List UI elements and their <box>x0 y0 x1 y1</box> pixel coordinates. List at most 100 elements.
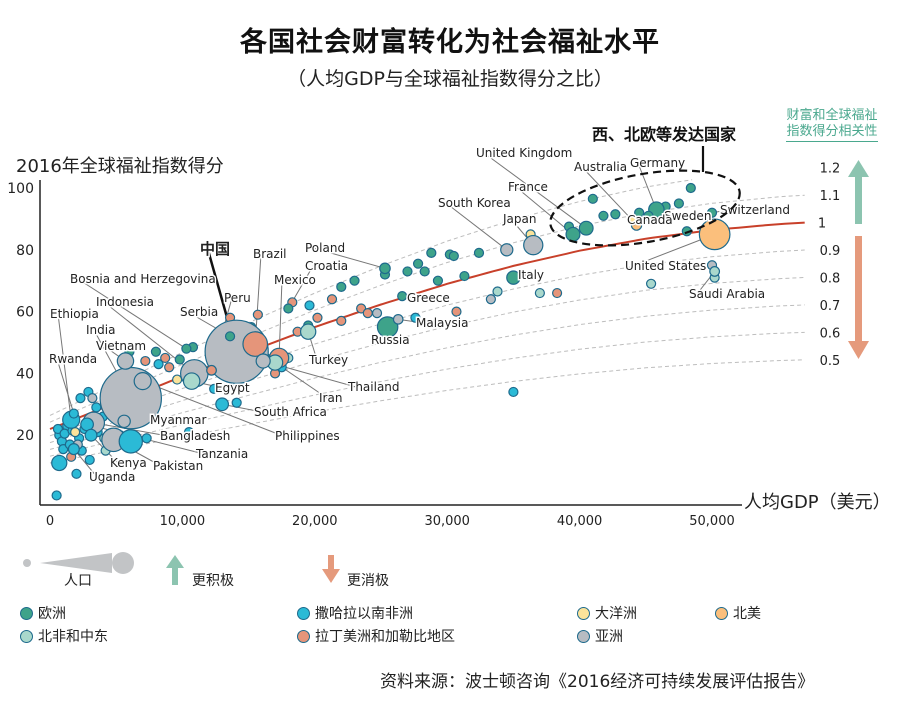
ratio-label: 0.5 <box>820 354 841 369</box>
country-label-serbia: Serbia <box>180 305 218 319</box>
legend-label-europe: 欧洲 <box>38 606 66 622</box>
cluster-annotation: 西、北欧等发达国家 <box>549 125 741 247</box>
negative-legend-label: 更消极 <box>347 573 389 589</box>
ratio-line <box>49 249 805 437</box>
data-point-latam <box>326 294 338 305</box>
data-point-myanmar <box>117 414 131 429</box>
data-point-italy <box>506 270 521 285</box>
legend-swatch-na <box>715 606 728 620</box>
ratio-line <box>49 277 805 444</box>
data-point-europe <box>402 266 413 277</box>
legend-item-na: 北美 <box>715 603 761 623</box>
population-wedge-icon <box>40 553 112 573</box>
positive-arrow-head <box>848 160 869 177</box>
axes: 0 10,000 20,000 30,000 40,000 50,000 20 40 60 80 1… <box>7 180 745 529</box>
data-point-europe <box>685 182 696 194</box>
negative-arrow-head <box>848 341 869 359</box>
negative-legend-shaft <box>328 555 334 570</box>
data-point-oceania <box>70 427 81 438</box>
data-point-japan <box>523 234 544 256</box>
data-point-asia <box>87 393 98 404</box>
leader-line-australia <box>581 166 633 221</box>
legend-swatch-oceania <box>577 606 590 620</box>
data-point-ssa <box>183 427 195 438</box>
country-label-switzerland: Switzerland <box>720 203 790 217</box>
data-point-europe <box>432 275 444 286</box>
positive-legend-label: 更积极 <box>192 573 234 589</box>
country-label-turkey: Turkey <box>308 353 348 367</box>
country-label-egypt: Egypt <box>215 381 250 395</box>
data-point-thailand <box>255 353 271 369</box>
ratio-line <box>49 331 805 457</box>
data-point-peru <box>206 364 217 376</box>
country-label-south-korea: South Korea <box>438 196 511 210</box>
legend-label-asia: 亚洲 <box>595 629 623 645</box>
data-point-latam <box>312 312 323 323</box>
ratio-arrows <box>848 160 869 359</box>
country-label-myanmar: Myanmar <box>150 413 206 427</box>
ratio-title-line2: 指数得分相关性 <box>786 124 878 142</box>
country-label-japan: Japan <box>502 212 536 226</box>
ratio-line <box>49 304 805 450</box>
y-tick-label: 20 <box>16 428 34 444</box>
y-tick-label: 60 <box>16 305 34 321</box>
data-point-ssa <box>91 402 102 413</box>
data-point-mena <box>645 278 657 289</box>
data-point-europe <box>426 247 437 258</box>
country-label-croatia: Croatia <box>305 259 348 273</box>
country-label-saudi-arabia: Saudi Arabia <box>689 287 765 301</box>
leader-line-rwanda <box>56 358 75 414</box>
data-point-europe <box>610 209 621 220</box>
legend-label-na: 北美 <box>733 606 761 622</box>
country-label-south-africa: South Africa <box>254 405 327 419</box>
country-label-russia: Russia <box>371 333 410 347</box>
data-point-nigeria <box>118 429 143 454</box>
data-point-saudi-arabia <box>709 266 721 277</box>
legend-swatch-ssa <box>297 606 310 620</box>
legend-label-mena: 北非和中东 <box>38 629 108 645</box>
legend-label-latam: 拉丁美洲和加勒比地区 <box>315 629 455 645</box>
data-point-oceania <box>172 374 183 385</box>
data-point-latam <box>164 362 175 373</box>
data-point-vietnam <box>116 352 135 370</box>
country-label-ethiopia: Ethiopia <box>50 307 99 321</box>
leader-line-germany <box>637 162 657 210</box>
country-labels: 中国 India Indonesia Pakistan Bangladesh Philip… <box>48 145 792 486</box>
data-point-switzerland <box>706 207 718 218</box>
negative-legend-arrow-icon <box>322 569 340 583</box>
country-label-rwanda: Rwanda <box>49 352 97 366</box>
ratio-axis-title: 财富和全球福祉 指数得分相关性 <box>776 108 888 142</box>
data-point-asia <box>485 294 496 305</box>
data-point-europe <box>634 207 645 218</box>
country-label-india: India <box>86 323 115 337</box>
country-label-united-kingdom: United Kingdom <box>476 146 572 160</box>
bottom-legend-shapes <box>23 552 340 585</box>
y-tick-label: 100 <box>7 181 34 197</box>
data-point-latam <box>252 309 263 320</box>
data-point-ssa <box>75 393 86 404</box>
country-label-canada: Canada <box>627 213 673 227</box>
ratio-label: 0.7 <box>820 299 841 314</box>
ratio-line <box>49 179 693 416</box>
country-label-brazil: Brazil <box>253 247 287 261</box>
data-point-europe <box>459 270 470 282</box>
data-point-croatia <box>283 303 294 314</box>
data-point-latam <box>140 355 151 367</box>
legend-label-ssa: 撒哈拉以南非洲 <box>315 606 413 622</box>
ratio-title-line1: 财富和全球福祉 <box>786 108 878 123</box>
country-label-indonesia: Indonesia <box>96 295 154 309</box>
country-label-australia: Australia <box>574 160 627 174</box>
country-label-united-states: United States <box>625 259 706 273</box>
country-label-italy: Italy <box>518 268 544 282</box>
data-point-serbia <box>224 331 236 342</box>
data-point-greece <box>397 291 408 302</box>
country-label-germany: Germany <box>630 156 685 170</box>
country-label-thailand: Thailand <box>347 380 400 394</box>
data-point-egypt <box>182 372 201 390</box>
data-point-dr-congo <box>51 454 68 472</box>
positive-arrow-shaft <box>855 175 862 224</box>
country-label-sweden: Sweden <box>664 209 711 223</box>
data-point-brazil <box>242 331 269 357</box>
negative-arrow-shaft <box>855 236 862 343</box>
data-point-kenya <box>84 428 98 442</box>
